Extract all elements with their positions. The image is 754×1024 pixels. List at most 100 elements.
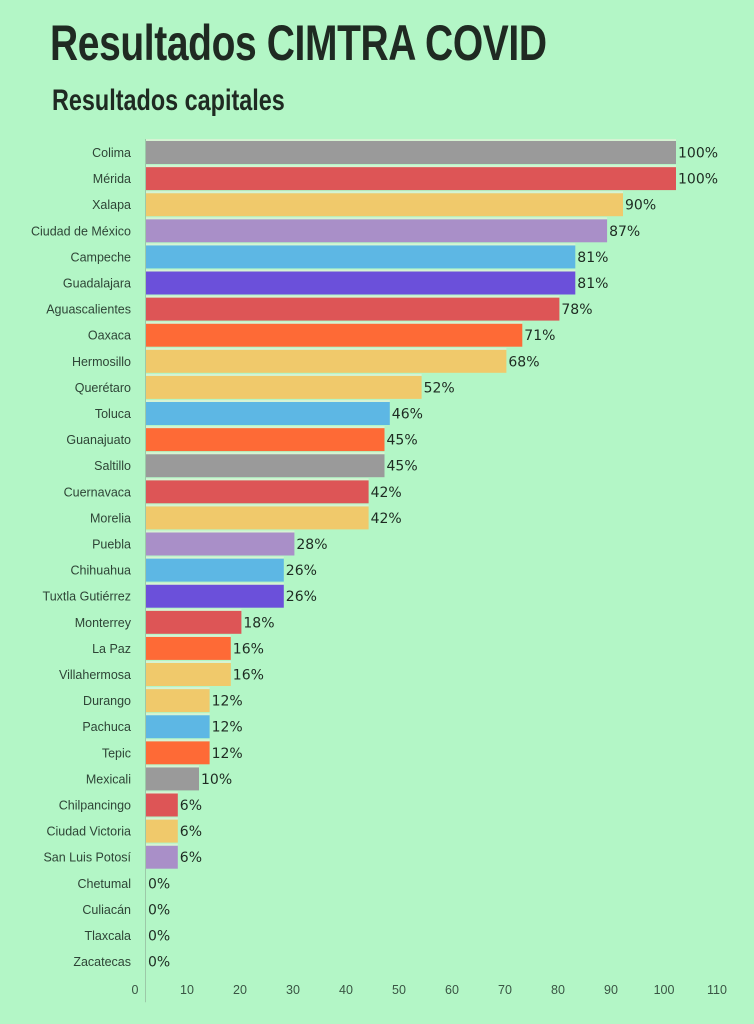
bar-highlight [146, 843, 178, 846]
value-label: 28% [296, 537, 327, 553]
bar-highlight [146, 634, 231, 637]
bar-hermosillo [146, 349, 507, 373]
category-label: Pachuca [82, 720, 131, 734]
category-label: Guanajuato [66, 433, 131, 447]
bar-la-paz [146, 636, 231, 660]
value-label: 0% [148, 955, 170, 971]
bar-durango [146, 689, 210, 713]
bar-highlight [146, 713, 210, 716]
x-tick-label: 10 [180, 983, 194, 997]
bar-guadalajara [146, 271, 576, 295]
bar-ciudad-victoria [146, 819, 178, 843]
bar-highlight [146, 765, 199, 768]
category-label: Mexicali [86, 772, 131, 786]
category-label: Campeche [71, 250, 131, 264]
category-label: San Luis Potosí [43, 851, 131, 865]
category-label: Villahermosa [59, 668, 131, 682]
bar-highlight [146, 426, 385, 429]
bar-pachuca [146, 715, 210, 739]
category-label: Tlaxcala [84, 929, 131, 943]
x-tick-label: 70 [498, 983, 512, 997]
bar-highlight [146, 243, 576, 246]
category-label: Ciudad de México [31, 224, 131, 238]
category-label: Hermosillo [72, 355, 131, 369]
category-label: Guadalajara [63, 277, 131, 291]
x-tick-label: 0 [132, 983, 139, 997]
bar-xalapa [146, 193, 623, 217]
bar-oaxaca [146, 323, 523, 347]
value-label: 42% [371, 511, 402, 527]
value-label: 52% [424, 380, 455, 396]
value-label: 0% [148, 902, 170, 918]
bar-chihuahua [146, 558, 284, 582]
bar-aguascalientes [146, 297, 560, 321]
category-label: Chilpancingo [59, 799, 131, 813]
category-labels: Colima Mérida Xalapa Ciudad de México Campec… [31, 146, 132, 969]
category-label: Monterrey [75, 616, 132, 630]
value-label: 71% [524, 328, 555, 344]
category-label: Toluca [95, 407, 131, 421]
bar-toluca [146, 402, 390, 425]
value-label: 46% [392, 407, 423, 423]
category-label: Colima [92, 146, 131, 160]
value-label: 12% [212, 746, 243, 762]
category-label: Querétaro [75, 381, 131, 395]
page-title: Resultados CIMTRA COVID [50, 15, 547, 71]
x-tick-label: 30 [286, 983, 300, 997]
value-label: 10% [201, 772, 232, 788]
value-label: 6% [180, 798, 202, 814]
bar-colima [146, 141, 676, 164]
bar-monterrey [146, 610, 242, 634]
bar-highlight [146, 530, 295, 533]
value-label: 6% [180, 824, 202, 840]
value-label: 68% [508, 354, 539, 370]
bar-highlight [146, 373, 422, 376]
category-label: Xalapa [92, 198, 131, 212]
bar-highlight [146, 478, 369, 481]
category-label: Morelia [90, 511, 131, 525]
bar-villahermosa [146, 663, 231, 686]
value-label: 18% [243, 615, 274, 631]
bar-guanajuato [146, 428, 385, 452]
value-label: 81% [577, 276, 608, 292]
value-label: 87% [609, 224, 640, 240]
bar-highlight [146, 452, 385, 455]
bar-san-luis-potosi [146, 845, 178, 869]
x-tick-label: 50 [392, 983, 406, 997]
bar-highlight [146, 739, 210, 742]
value-label: 45% [387, 433, 418, 449]
value-label: 90% [625, 198, 656, 214]
category-label: Tuxtla Gutiérrez [43, 590, 131, 604]
value-label: 0% [148, 876, 170, 892]
bar-highlight [146, 817, 178, 820]
x-tick-label: 20 [233, 983, 247, 997]
x-tick-label: 80 [551, 983, 565, 997]
category-label: Mérida [93, 172, 131, 186]
category-label: Tepic [102, 746, 131, 760]
value-label: 12% [212, 694, 243, 710]
category-label: Saltillo [94, 459, 131, 473]
bar-highlight [146, 687, 210, 690]
value-label: 12% [212, 720, 243, 736]
bar-highlight [146, 139, 676, 141]
bar-highlight [146, 165, 676, 168]
value-label: 45% [387, 459, 418, 475]
value-label: 100% [678, 146, 718, 162]
bar-highlight [146, 295, 560, 298]
bar-cuernavaca [146, 480, 369, 504]
value-label: 81% [577, 250, 608, 266]
value-label: 78% [561, 302, 592, 318]
x-tick-label: 60 [445, 983, 459, 997]
bar-campeche [146, 245, 576, 269]
bar-queretaro [146, 375, 422, 399]
bar-highlight [146, 269, 576, 272]
category-label: Culiacán [82, 903, 131, 917]
x-tick-label: 90 [604, 983, 618, 997]
value-label: 6% [180, 850, 202, 866]
bar-highlight [146, 400, 390, 402]
category-label: Ciudad Victoria [46, 825, 131, 839]
category-label: La Paz [92, 642, 131, 656]
bar-tepic [146, 741, 210, 765]
bar-morelia [146, 506, 369, 530]
